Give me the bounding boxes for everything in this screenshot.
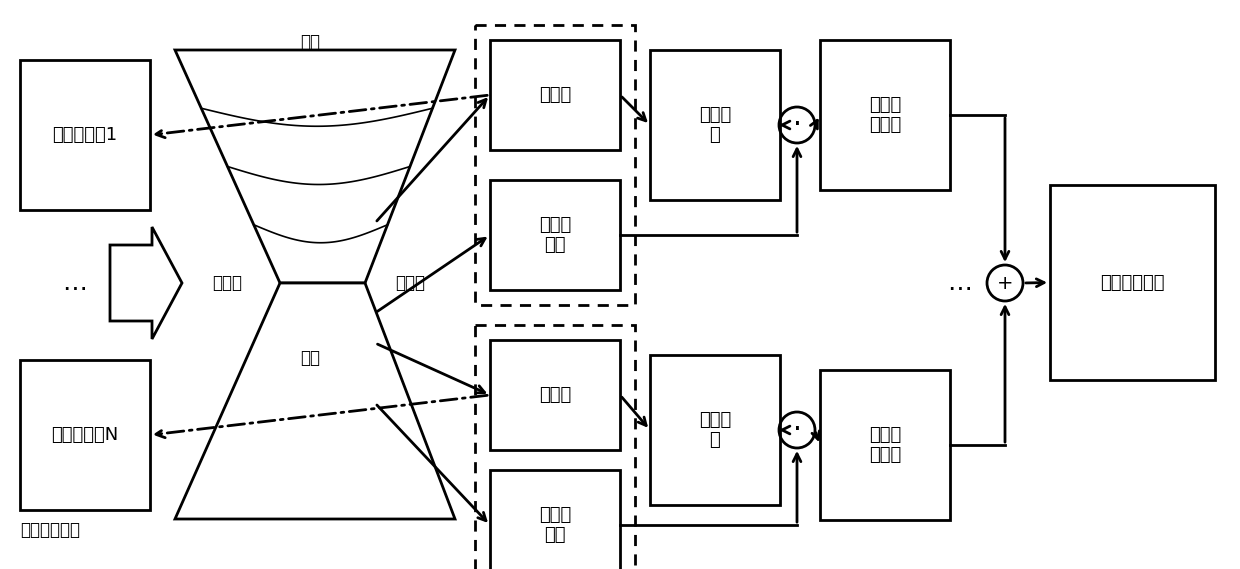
Text: 输入视频序列: 输入视频序列 bbox=[20, 521, 81, 539]
Text: 位移场: 位移场 bbox=[539, 86, 572, 104]
Polygon shape bbox=[175, 50, 455, 283]
Bar bbox=[490, 470, 620, 569]
Text: 注意力
遮罩: 注意力 遮罩 bbox=[539, 506, 572, 545]
Text: 输入视频帧N: 输入视频帧N bbox=[51, 426, 119, 444]
Bar bbox=[650, 355, 780, 505]
Bar bbox=[490, 180, 620, 290]
Text: ·: · bbox=[792, 416, 801, 444]
Bar bbox=[490, 40, 620, 150]
Bar bbox=[20, 360, 150, 510]
Text: …: … bbox=[62, 271, 88, 295]
Text: 采样: 采样 bbox=[300, 349, 320, 367]
Text: ·: · bbox=[792, 111, 801, 139]
Bar bbox=[1050, 185, 1215, 380]
Bar bbox=[20, 60, 150, 210]
Text: 位移场: 位移场 bbox=[539, 386, 572, 404]
Polygon shape bbox=[175, 283, 455, 519]
Bar bbox=[650, 50, 780, 200]
Text: 该帧身
份图像: 该帧身 份图像 bbox=[869, 96, 901, 134]
Polygon shape bbox=[110, 227, 182, 339]
Text: 完整身份图像: 完整身份图像 bbox=[1100, 274, 1164, 291]
Text: 上采样: 上采样 bbox=[396, 274, 425, 292]
Bar bbox=[475, 325, 635, 569]
Text: 采样: 采样 bbox=[300, 33, 320, 51]
Bar bbox=[475, 25, 635, 305]
Text: …: … bbox=[947, 271, 972, 295]
Text: 形变图
像: 形变图 像 bbox=[699, 106, 732, 145]
Text: 下采样: 下采样 bbox=[212, 274, 243, 292]
Text: 注意力
遮罩: 注意力 遮罩 bbox=[539, 216, 572, 254]
Text: 形变图
像: 形变图 像 bbox=[699, 411, 732, 450]
Text: 输入视频帧1: 输入视频帧1 bbox=[52, 126, 118, 144]
Bar bbox=[820, 40, 950, 190]
Bar bbox=[820, 370, 950, 520]
Text: +: + bbox=[997, 274, 1013, 292]
Bar bbox=[490, 340, 620, 450]
Text: 该帧身
份图像: 该帧身 份图像 bbox=[869, 426, 901, 464]
